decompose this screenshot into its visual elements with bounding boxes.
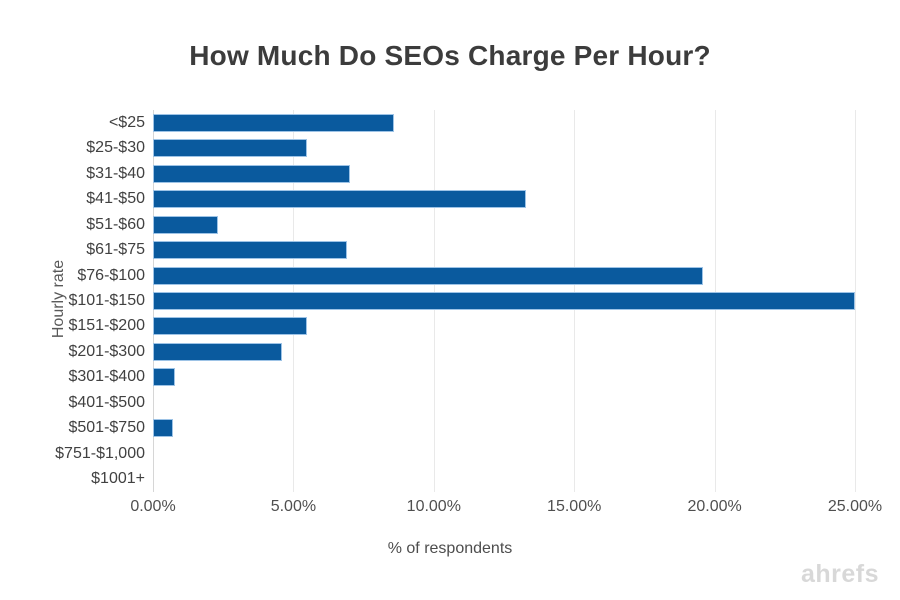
- y-category-label: $501-$750: [68, 419, 145, 437]
- y-axis-tick-labels: <$25 $25-$30 $31-$40 $41-$50 $51-$60 $61-$75 $…: [0, 110, 145, 492]
- y-category-label: $25-$30: [86, 139, 145, 157]
- bar-$31-$40: [153, 164, 350, 183]
- x-axis-title: % of respondents: [387, 540, 513, 557]
- bar-$61-$75: [153, 241, 347, 260]
- y-category-label: $41-$50: [86, 190, 145, 208]
- y-category-label: $61-$75: [86, 241, 145, 259]
- bar-row: [153, 365, 855, 390]
- bar-row: [153, 314, 855, 339]
- x-tick-label: 25.00%: [827, 498, 883, 515]
- bar-$501-$750: [153, 419, 173, 438]
- gridline: [855, 110, 856, 492]
- y-category-label: $76-$100: [77, 266, 145, 284]
- bar-row: [153, 263, 855, 288]
- bar-$76-$100: [153, 266, 704, 285]
- bar-$151-$200: [153, 317, 308, 336]
- bar-$51-$60: [153, 215, 218, 234]
- y-category-label: <$25: [108, 113, 145, 131]
- bar-row: [153, 237, 855, 262]
- y-category-label: $51-$60: [86, 215, 145, 233]
- bar-row: [153, 390, 855, 415]
- x-tick-label: 15.00%: [547, 498, 602, 515]
- y-category-label: $751-$1,000: [55, 444, 145, 462]
- y-category-label: $151-$200: [68, 317, 145, 335]
- y-category-label: $101-$150: [68, 292, 145, 310]
- chart-title: How Much Do SEOs Charge Per Hour?: [189, 40, 711, 71]
- bar-row: [153, 416, 855, 441]
- ahrefs-watermark-logo: ahrefs: [800, 560, 879, 588]
- y-category-label: $201-$300: [68, 342, 145, 360]
- x-tick-label: 0.00%: [130, 498, 176, 515]
- bar-row: [153, 110, 855, 135]
- x-tick-label: 20.00%: [687, 498, 742, 515]
- plot-area: [153, 110, 856, 492]
- y-category-label: $31-$40: [86, 164, 145, 182]
- bar-row: [153, 161, 855, 186]
- bar-row: [153, 135, 855, 160]
- bar-rows: [153, 110, 855, 492]
- bar-row: [153, 212, 855, 237]
- bar-$201-$300: [153, 342, 283, 361]
- bar-$101-$150: [153, 292, 855, 311]
- y-category-label: $301-$400: [68, 368, 145, 386]
- bar-row: [153, 441, 855, 466]
- bar-row: [153, 467, 855, 492]
- x-tick-label: 10.00%: [406, 498, 461, 515]
- bar-$41-$50: [153, 190, 527, 209]
- bar-row: [153, 186, 855, 211]
- bar-row: [153, 288, 855, 313]
- x-tick-label: 5.00%: [270, 498, 317, 515]
- bar-<$25: [153, 113, 395, 132]
- bar-$301-$400: [153, 368, 176, 387]
- bar-row: [153, 339, 855, 364]
- x-axis-tick-labels: 0.00% 5.00% 10.00% 15.00% 20.00% 25.00%: [130, 498, 882, 520]
- y-category-label: $401-$500: [68, 393, 145, 411]
- y-category-label: $1001+: [91, 470, 145, 488]
- bar-$25-$30: [153, 139, 308, 158]
